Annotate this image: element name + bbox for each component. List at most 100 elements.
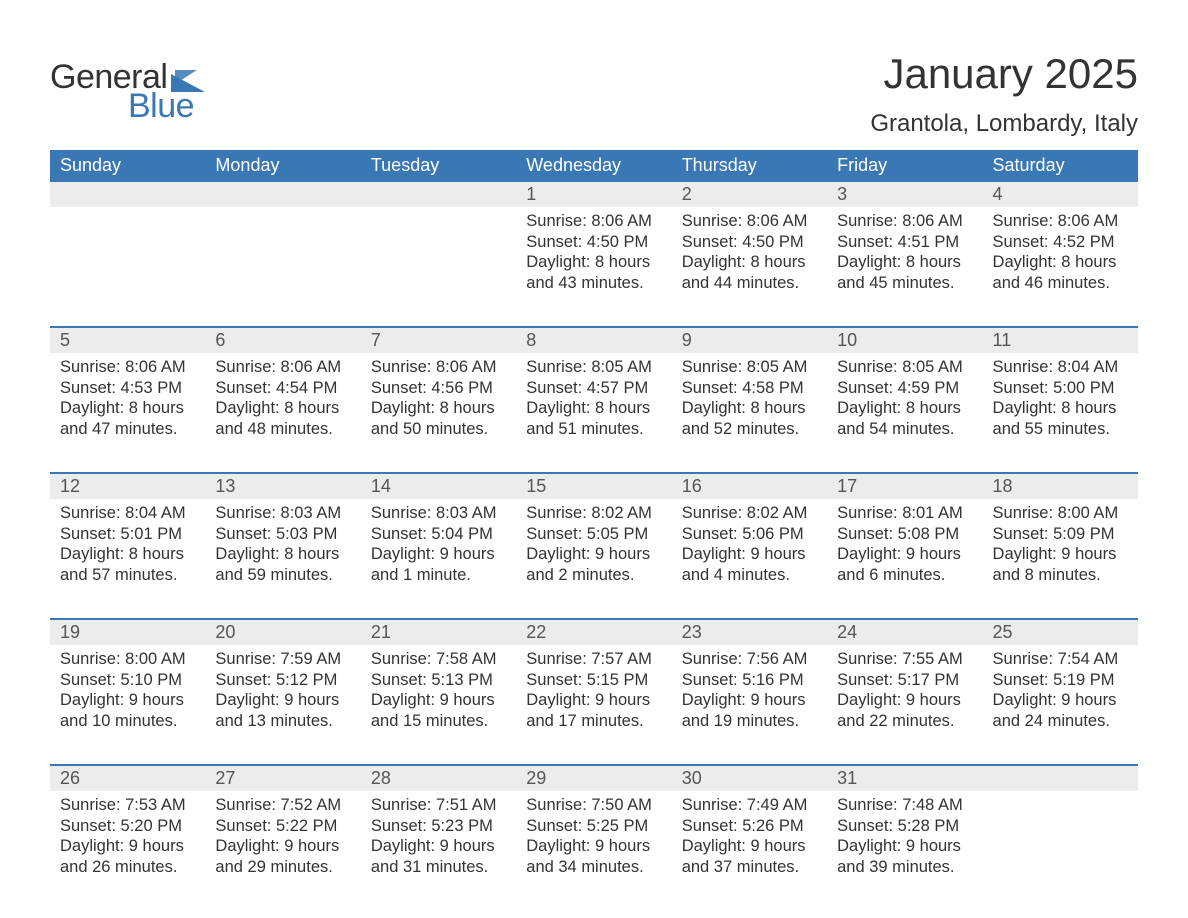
detail-line: Sunset: 5:26 PM <box>682 816 817 837</box>
day-detail: Sunrise: 8:06 AMSunset: 4:51 PMDaylight:… <box>827 207 982 294</box>
day-detail: Sunrise: 7:49 AMSunset: 5:26 PMDaylight:… <box>672 791 827 878</box>
day-cell <box>205 182 360 312</box>
week-row: 5Sunrise: 8:06 AMSunset: 4:53 PMDaylight… <box>50 326 1138 458</box>
detail-line: Daylight: 9 hours <box>371 690 506 711</box>
day-cell: 30Sunrise: 7:49 AMSunset: 5:26 PMDayligh… <box>672 766 827 896</box>
day-cell: 14Sunrise: 8:03 AMSunset: 5:04 PMDayligh… <box>361 474 516 604</box>
logo: General Blue <box>50 58 205 126</box>
day-cell: 17Sunrise: 8:01 AMSunset: 5:08 PMDayligh… <box>827 474 982 604</box>
day-detail: Sunrise: 8:06 AMSunset: 4:52 PMDaylight:… <box>983 207 1138 294</box>
day-detail: Sunrise: 8:04 AMSunset: 5:00 PMDaylight:… <box>983 353 1138 440</box>
day-detail: Sunrise: 8:00 AMSunset: 5:09 PMDaylight:… <box>983 499 1138 586</box>
detail-line: Daylight: 8 hours <box>526 252 661 273</box>
week-row: 19Sunrise: 8:00 AMSunset: 5:10 PMDayligh… <box>50 618 1138 750</box>
detail-line: and 6 minutes. <box>837 565 972 586</box>
detail-line: and 50 minutes. <box>371 419 506 440</box>
day-number: 13 <box>205 474 360 499</box>
detail-line: Sunset: 4:53 PM <box>60 378 195 399</box>
detail-line: and 46 minutes. <box>993 273 1128 294</box>
day-cell: 23Sunrise: 7:56 AMSunset: 5:16 PMDayligh… <box>672 620 827 750</box>
day-number: 29 <box>516 766 671 791</box>
week-row: 1Sunrise: 8:06 AMSunset: 4:50 PMDaylight… <box>50 182 1138 312</box>
detail-line: and 39 minutes. <box>837 857 972 878</box>
day-cell: 8Sunrise: 8:05 AMSunset: 4:57 PMDaylight… <box>516 328 671 458</box>
detail-line: and 13 minutes. <box>215 711 350 732</box>
day-detail: Sunrise: 8:01 AMSunset: 5:08 PMDaylight:… <box>827 499 982 586</box>
detail-line: and 4 minutes. <box>682 565 817 586</box>
day-cell: 6Sunrise: 8:06 AMSunset: 4:54 PMDaylight… <box>205 328 360 458</box>
detail-line: and 37 minutes. <box>682 857 817 878</box>
detail-line: Sunset: 5:12 PM <box>215 670 350 691</box>
detail-line: Daylight: 9 hours <box>526 690 661 711</box>
day-number: 12 <box>50 474 205 499</box>
detail-line: Sunset: 5:28 PM <box>837 816 972 837</box>
detail-line: Sunset: 4:58 PM <box>682 378 817 399</box>
day-header: Sunday <box>50 150 205 182</box>
day-detail: Sunrise: 8:05 AMSunset: 4:57 PMDaylight:… <box>516 353 671 440</box>
day-detail: Sunrise: 7:54 AMSunset: 5:19 PMDaylight:… <box>983 645 1138 732</box>
detail-line: Sunrise: 8:06 AM <box>371 357 506 378</box>
day-cell: 16Sunrise: 8:02 AMSunset: 5:06 PMDayligh… <box>672 474 827 604</box>
day-detail: Sunrise: 8:06 AMSunset: 4:56 PMDaylight:… <box>361 353 516 440</box>
day-cell: 1Sunrise: 8:06 AMSunset: 4:50 PMDaylight… <box>516 182 671 312</box>
detail-line: Sunrise: 7:52 AM <box>215 795 350 816</box>
calendar: SundayMondayTuesdayWednesdayThursdayFrid… <box>50 150 1138 896</box>
day-cell: 4Sunrise: 8:06 AMSunset: 4:52 PMDaylight… <box>983 182 1138 312</box>
detail-line: Daylight: 8 hours <box>60 398 195 419</box>
detail-line: Sunset: 4:56 PM <box>371 378 506 399</box>
detail-line: Sunrise: 8:05 AM <box>837 357 972 378</box>
detail-line: and 44 minutes. <box>682 273 817 294</box>
day-number <box>50 182 205 207</box>
detail-line: Sunset: 5:03 PM <box>215 524 350 545</box>
detail-line: Daylight: 9 hours <box>60 836 195 857</box>
detail-line: Daylight: 9 hours <box>60 690 195 711</box>
day-header: Saturday <box>983 150 1138 182</box>
detail-line: and 45 minutes. <box>837 273 972 294</box>
detail-line: Sunset: 5:06 PM <box>682 524 817 545</box>
day-number: 22 <box>516 620 671 645</box>
day-number: 9 <box>672 328 827 353</box>
detail-line: Daylight: 9 hours <box>371 836 506 857</box>
day-number: 1 <box>516 182 671 207</box>
day-number: 7 <box>361 328 516 353</box>
day-number: 20 <box>205 620 360 645</box>
day-number: 10 <box>827 328 982 353</box>
detail-line: Sunrise: 7:58 AM <box>371 649 506 670</box>
day-detail: Sunrise: 7:48 AMSunset: 5:28 PMDaylight:… <box>827 791 982 878</box>
day-detail: Sunrise: 7:58 AMSunset: 5:13 PMDaylight:… <box>361 645 516 732</box>
detail-line: Sunrise: 7:56 AM <box>682 649 817 670</box>
day-detail: Sunrise: 8:02 AMSunset: 5:06 PMDaylight:… <box>672 499 827 586</box>
day-number: 24 <box>827 620 982 645</box>
day-detail: Sunrise: 7:52 AMSunset: 5:22 PMDaylight:… <box>205 791 360 878</box>
detail-line: Sunrise: 8:06 AM <box>682 211 817 232</box>
detail-line: Sunset: 5:13 PM <box>371 670 506 691</box>
week-row: 26Sunrise: 7:53 AMSunset: 5:20 PMDayligh… <box>50 764 1138 896</box>
detail-line: Sunrise: 8:04 AM <box>60 503 195 524</box>
day-cell <box>50 182 205 312</box>
day-number: 18 <box>983 474 1138 499</box>
day-detail: Sunrise: 8:06 AMSunset: 4:50 PMDaylight:… <box>672 207 827 294</box>
detail-line: Sunrise: 8:04 AM <box>993 357 1128 378</box>
detail-line: Daylight: 8 hours <box>526 398 661 419</box>
day-number <box>205 182 360 207</box>
day-cell: 12Sunrise: 8:04 AMSunset: 5:01 PMDayligh… <box>50 474 205 604</box>
detail-line: and 47 minutes. <box>60 419 195 440</box>
detail-line: and 10 minutes. <box>60 711 195 732</box>
day-cell: 21Sunrise: 7:58 AMSunset: 5:13 PMDayligh… <box>361 620 516 750</box>
detail-line: Sunset: 4:57 PM <box>526 378 661 399</box>
detail-line: Daylight: 8 hours <box>682 398 817 419</box>
day-cell: 22Sunrise: 7:57 AMSunset: 5:15 PMDayligh… <box>516 620 671 750</box>
day-cell: 10Sunrise: 8:05 AMSunset: 4:59 PMDayligh… <box>827 328 982 458</box>
detail-line: Sunset: 4:52 PM <box>993 232 1128 253</box>
detail-line: Daylight: 9 hours <box>682 690 817 711</box>
day-header: Friday <box>827 150 982 182</box>
day-detail: Sunrise: 7:57 AMSunset: 5:15 PMDaylight:… <box>516 645 671 732</box>
detail-line: Daylight: 8 hours <box>837 252 972 273</box>
location-text: Grantola, Lombardy, Italy <box>870 110 1138 138</box>
day-cell <box>361 182 516 312</box>
day-number: 25 <box>983 620 1138 645</box>
detail-line: Sunset: 5:20 PM <box>60 816 195 837</box>
header: General Blue January 2025 Grantola, Lomb… <box>50 50 1138 138</box>
detail-line: Daylight: 8 hours <box>371 398 506 419</box>
detail-line: Sunrise: 7:49 AM <box>682 795 817 816</box>
